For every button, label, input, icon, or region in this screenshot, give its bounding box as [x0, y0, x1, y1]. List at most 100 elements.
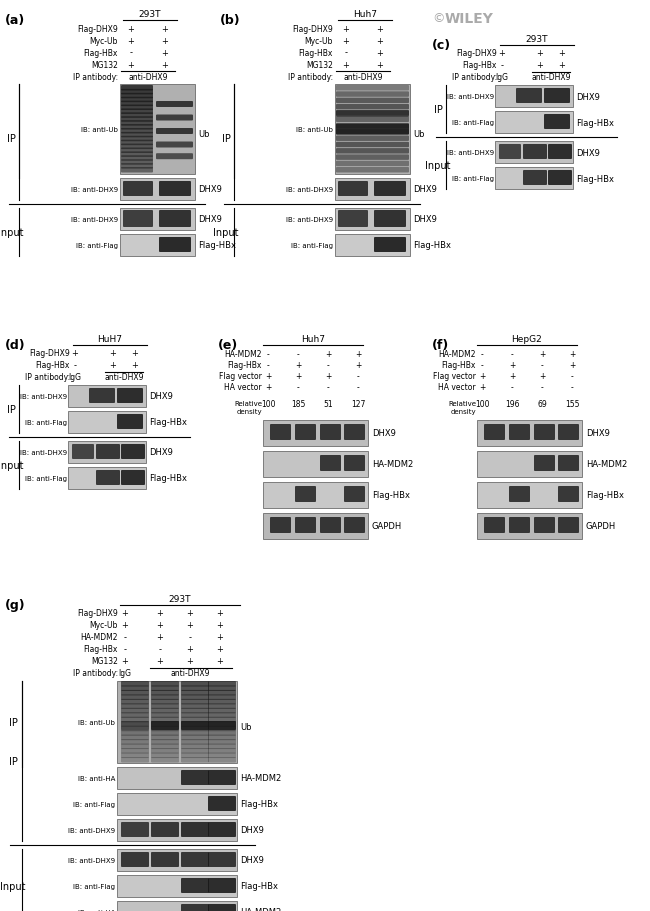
FancyBboxPatch shape — [121, 97, 153, 103]
Text: IgG: IgG — [118, 669, 131, 678]
Text: 293T: 293T — [138, 10, 161, 19]
Text: -: - — [129, 48, 133, 57]
Text: DHX9: DHX9 — [413, 185, 437, 194]
FancyBboxPatch shape — [151, 722, 179, 727]
FancyBboxPatch shape — [338, 210, 368, 228]
Text: +: + — [187, 620, 194, 630]
FancyBboxPatch shape — [121, 160, 153, 166]
Text: IB: anti-DHX9: IB: anti-DHX9 — [68, 857, 115, 863]
Text: Flag-HBx: Flag-HBx — [227, 361, 262, 370]
FancyBboxPatch shape — [181, 695, 209, 701]
Text: anti-DHX9: anti-DHX9 — [170, 669, 210, 678]
FancyBboxPatch shape — [295, 425, 316, 441]
FancyBboxPatch shape — [121, 152, 153, 158]
Text: -: - — [571, 384, 573, 392]
Text: Flag-DHX9: Flag-DHX9 — [77, 609, 118, 618]
Text: IB: anti-DHX9: IB: anti-DHX9 — [447, 94, 494, 100]
Text: IP antibody:: IP antibody: — [25, 374, 70, 382]
Text: Flag-DHX9: Flag-DHX9 — [456, 49, 497, 58]
FancyBboxPatch shape — [336, 92, 409, 97]
FancyBboxPatch shape — [151, 743, 179, 749]
FancyBboxPatch shape — [121, 164, 153, 169]
FancyBboxPatch shape — [156, 102, 193, 107]
Text: +: + — [187, 645, 194, 654]
Text: (e): (e) — [218, 339, 239, 352]
Text: +: + — [162, 48, 168, 57]
FancyBboxPatch shape — [121, 106, 153, 111]
Text: Relative: Relative — [234, 401, 262, 406]
Text: DHX9: DHX9 — [576, 148, 600, 158]
FancyBboxPatch shape — [181, 740, 209, 745]
FancyBboxPatch shape — [208, 703, 236, 709]
Text: -: - — [266, 350, 269, 359]
Bar — [263, 514, 368, 539]
FancyBboxPatch shape — [121, 717, 149, 722]
Text: +: + — [127, 60, 135, 69]
FancyBboxPatch shape — [121, 156, 153, 161]
Text: 293T: 293T — [169, 594, 191, 603]
Text: Flag-DHX9: Flag-DHX9 — [77, 25, 118, 34]
FancyBboxPatch shape — [208, 757, 236, 763]
Bar — [120, 179, 195, 200]
Text: Flag-HBx: Flag-HBx — [576, 174, 614, 183]
FancyBboxPatch shape — [151, 703, 179, 709]
FancyBboxPatch shape — [121, 708, 149, 713]
FancyBboxPatch shape — [117, 389, 143, 404]
FancyBboxPatch shape — [156, 142, 193, 148]
Text: IB: anti-HA: IB: anti-HA — [77, 775, 115, 781]
Text: Flag-HBx: Flag-HBx — [149, 474, 187, 483]
Text: IP: IP — [6, 404, 16, 415]
Text: IB: anti-DHX9: IB: anti-DHX9 — [286, 187, 333, 193]
FancyBboxPatch shape — [151, 686, 179, 691]
Bar — [120, 85, 195, 175]
Text: Flag-HBx: Flag-HBx — [463, 61, 497, 70]
Text: +: + — [355, 350, 361, 359]
Bar — [335, 85, 410, 175]
Text: anti-DHX9: anti-DHX9 — [531, 74, 571, 82]
FancyBboxPatch shape — [208, 712, 236, 718]
Text: +: + — [122, 620, 129, 630]
FancyBboxPatch shape — [558, 456, 579, 472]
Text: +: + — [265, 384, 271, 392]
Text: IB: anti-DHX9: IB: anti-DHX9 — [20, 449, 67, 456]
Text: +: + — [187, 657, 194, 666]
Text: +: + — [216, 657, 224, 666]
Text: -: - — [124, 633, 127, 641]
FancyBboxPatch shape — [121, 703, 149, 709]
Text: IP antibody:: IP antibody: — [73, 669, 118, 678]
Text: IP antibody:: IP antibody: — [288, 72, 333, 81]
Text: +: + — [110, 361, 116, 370]
Text: 100: 100 — [261, 400, 275, 409]
FancyBboxPatch shape — [320, 456, 341, 472]
Text: GAPDH: GAPDH — [586, 522, 616, 531]
FancyBboxPatch shape — [534, 425, 555, 441]
Text: +: + — [499, 49, 506, 58]
Text: anti-DHX9: anti-DHX9 — [104, 374, 144, 382]
FancyBboxPatch shape — [208, 796, 236, 811]
Text: Ub: Ub — [198, 130, 209, 138]
FancyBboxPatch shape — [336, 143, 409, 148]
Bar — [263, 452, 368, 477]
FancyBboxPatch shape — [151, 712, 179, 718]
Text: -: - — [266, 361, 269, 370]
Text: IP: IP — [6, 134, 16, 144]
FancyBboxPatch shape — [151, 691, 179, 696]
FancyBboxPatch shape — [121, 699, 149, 704]
FancyBboxPatch shape — [159, 238, 191, 252]
FancyBboxPatch shape — [208, 748, 236, 753]
Text: +: + — [122, 609, 129, 618]
FancyBboxPatch shape — [181, 748, 209, 753]
Bar — [117, 767, 237, 789]
FancyBboxPatch shape — [181, 852, 209, 867]
FancyBboxPatch shape — [151, 726, 179, 732]
FancyBboxPatch shape — [336, 155, 409, 160]
Text: Input: Input — [425, 161, 450, 171]
FancyBboxPatch shape — [344, 456, 365, 472]
FancyBboxPatch shape — [121, 109, 153, 115]
Text: Flag-HBx: Flag-HBx — [198, 241, 236, 251]
Text: +: + — [376, 25, 384, 34]
Text: Flag-HBx: Flag-HBx — [413, 241, 451, 251]
FancyBboxPatch shape — [151, 752, 179, 758]
Bar — [335, 209, 410, 230]
FancyBboxPatch shape — [336, 148, 409, 154]
